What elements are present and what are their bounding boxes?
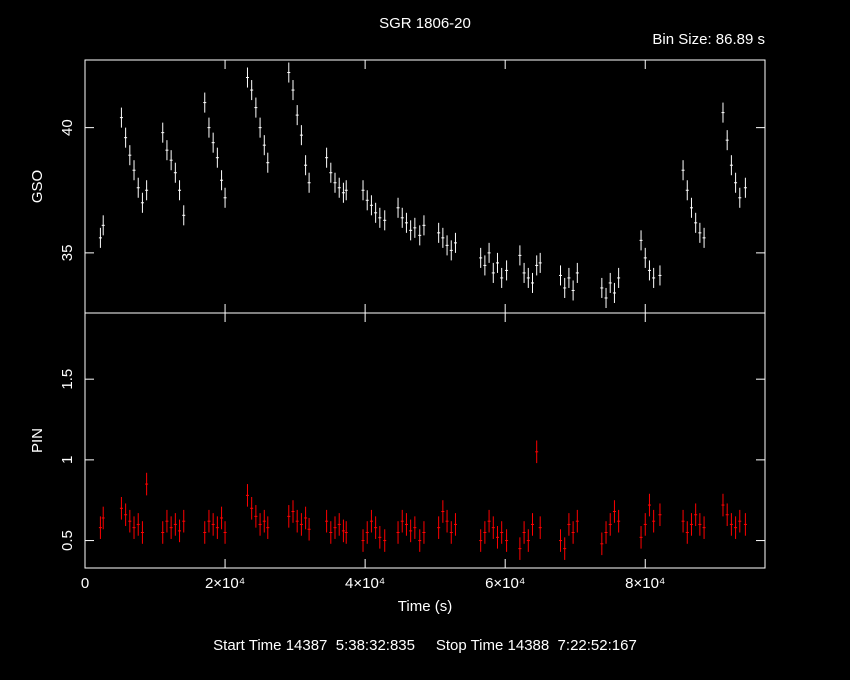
- x-tick-label: 6×10⁴: [485, 575, 525, 592]
- y-axis-label: PIN: [29, 428, 46, 453]
- chart-title: SGR 1806-20: [379, 15, 471, 32]
- y-tick-label: 40: [59, 119, 76, 136]
- x-tick-label: 8×10⁴: [625, 575, 665, 592]
- y-tick-label: 1.5: [59, 369, 76, 390]
- y-axis-label: GSO: [29, 170, 46, 203]
- y-tick-label: 35: [59, 245, 76, 262]
- x-tick-label: 4×10⁴: [345, 575, 385, 592]
- plot-frame: [84, 59, 766, 314]
- chart-subtitle: Bin Size: 86.89 s: [652, 31, 765, 48]
- x-axis-label: Time (s): [398, 598, 452, 615]
- x-tick-label: 0: [81, 575, 89, 592]
- annotation: Start Time 14387 5:38:32:835 Stop Time 1…: [213, 637, 637, 654]
- y-tick-label: 0.5: [59, 530, 76, 551]
- series: [98, 62, 747, 308]
- series: [98, 440, 747, 560]
- x-tick-label: 2×10⁴: [205, 575, 245, 592]
- plot-frame: [84, 312, 766, 569]
- y-tick-label: 1: [59, 456, 76, 464]
